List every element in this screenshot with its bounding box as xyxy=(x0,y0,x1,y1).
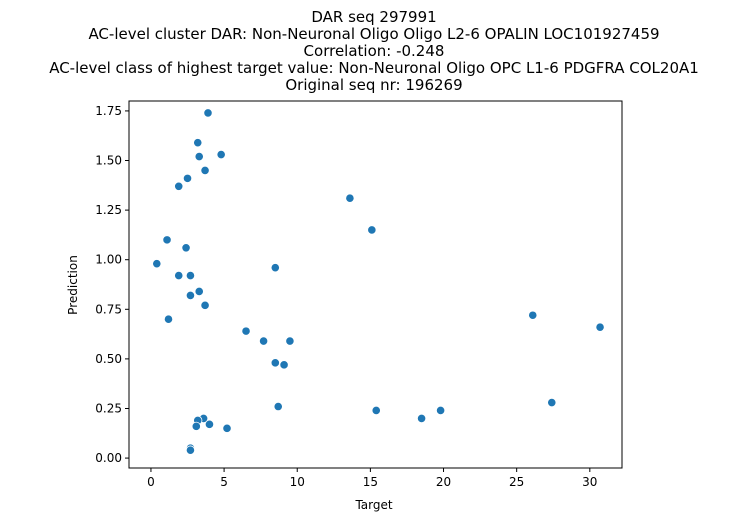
y-tick-label: 1.75 xyxy=(95,104,122,118)
y-tick-label: 0.75 xyxy=(95,302,122,316)
scatter-point xyxy=(174,270,184,281)
y-tick-label: 0.50 xyxy=(95,352,122,366)
scatter-point xyxy=(204,419,215,429)
data-points xyxy=(152,108,605,455)
title-line: AC-level class of highest target value: … xyxy=(49,59,699,77)
x-tick-label: 10 xyxy=(290,475,305,489)
x-tick-label: 20 xyxy=(436,475,451,489)
title-line: Original seq nr: 196269 xyxy=(285,76,462,94)
scatter-point xyxy=(194,151,204,162)
scatter-point xyxy=(273,401,283,412)
scatter-point xyxy=(182,173,193,183)
y-tick-label: 1.25 xyxy=(95,203,122,217)
title-line: DAR seq 297991 xyxy=(311,8,436,26)
scatter-point xyxy=(345,193,355,203)
scatter-point xyxy=(216,149,226,160)
scatter-point xyxy=(200,300,210,310)
scatter-point xyxy=(185,445,196,455)
scatter-point xyxy=(163,314,174,324)
scatter-point xyxy=(174,181,184,191)
scatter-point xyxy=(270,263,280,273)
scatter-point xyxy=(222,423,232,433)
scatter-point xyxy=(162,235,172,245)
scatter-point xyxy=(193,138,203,148)
scatter-point xyxy=(528,310,538,320)
chart-title: DAR seq 297991 AC-level cluster DAR: Non… xyxy=(49,8,699,94)
scatter-point xyxy=(194,286,204,297)
x-tick-label: 15 xyxy=(363,475,378,489)
scatter-point xyxy=(371,405,381,416)
scatter-point xyxy=(367,225,377,235)
y-tick-label: 1.50 xyxy=(95,154,122,168)
scatter-point xyxy=(279,360,289,370)
scatter-point xyxy=(181,243,191,253)
scatter-point xyxy=(258,336,269,346)
y-axis-label: Prediction xyxy=(66,255,80,315)
scatter-point xyxy=(435,405,446,416)
scatter-point xyxy=(203,108,213,118)
scatter-point xyxy=(285,336,295,346)
scatter-point xyxy=(595,322,605,332)
title-line: Correlation: -0.248 xyxy=(304,42,445,60)
scatter-point xyxy=(185,290,196,301)
scatter-point xyxy=(547,397,557,408)
x-axis-label: Target xyxy=(354,498,392,512)
axis-ticks: 0 5 10 15 20 25 30 0.00 0.25 0.50 0.75 1.00 1.25 1.50… xyxy=(95,104,597,489)
scatter-point xyxy=(200,165,210,176)
y-tick-label: 0.00 xyxy=(95,451,122,465)
scatter-point xyxy=(191,421,201,431)
x-tick-label: 5 xyxy=(220,475,228,489)
x-tick-label: 0 xyxy=(147,475,155,489)
scatter-point xyxy=(152,259,162,269)
y-tick-label: 1.00 xyxy=(95,253,122,267)
y-tick-label: 0.25 xyxy=(95,401,122,415)
x-tick-label: 30 xyxy=(582,475,597,489)
scatter-point xyxy=(241,326,251,336)
plot-frame xyxy=(128,100,623,469)
scatter-point xyxy=(416,413,427,424)
title-line: AC-level cluster DAR: Non-Neuronal Oligo… xyxy=(88,25,659,43)
scatter-point xyxy=(185,270,196,281)
x-tick-label: 25 xyxy=(509,475,524,489)
scatter-point xyxy=(270,358,280,368)
